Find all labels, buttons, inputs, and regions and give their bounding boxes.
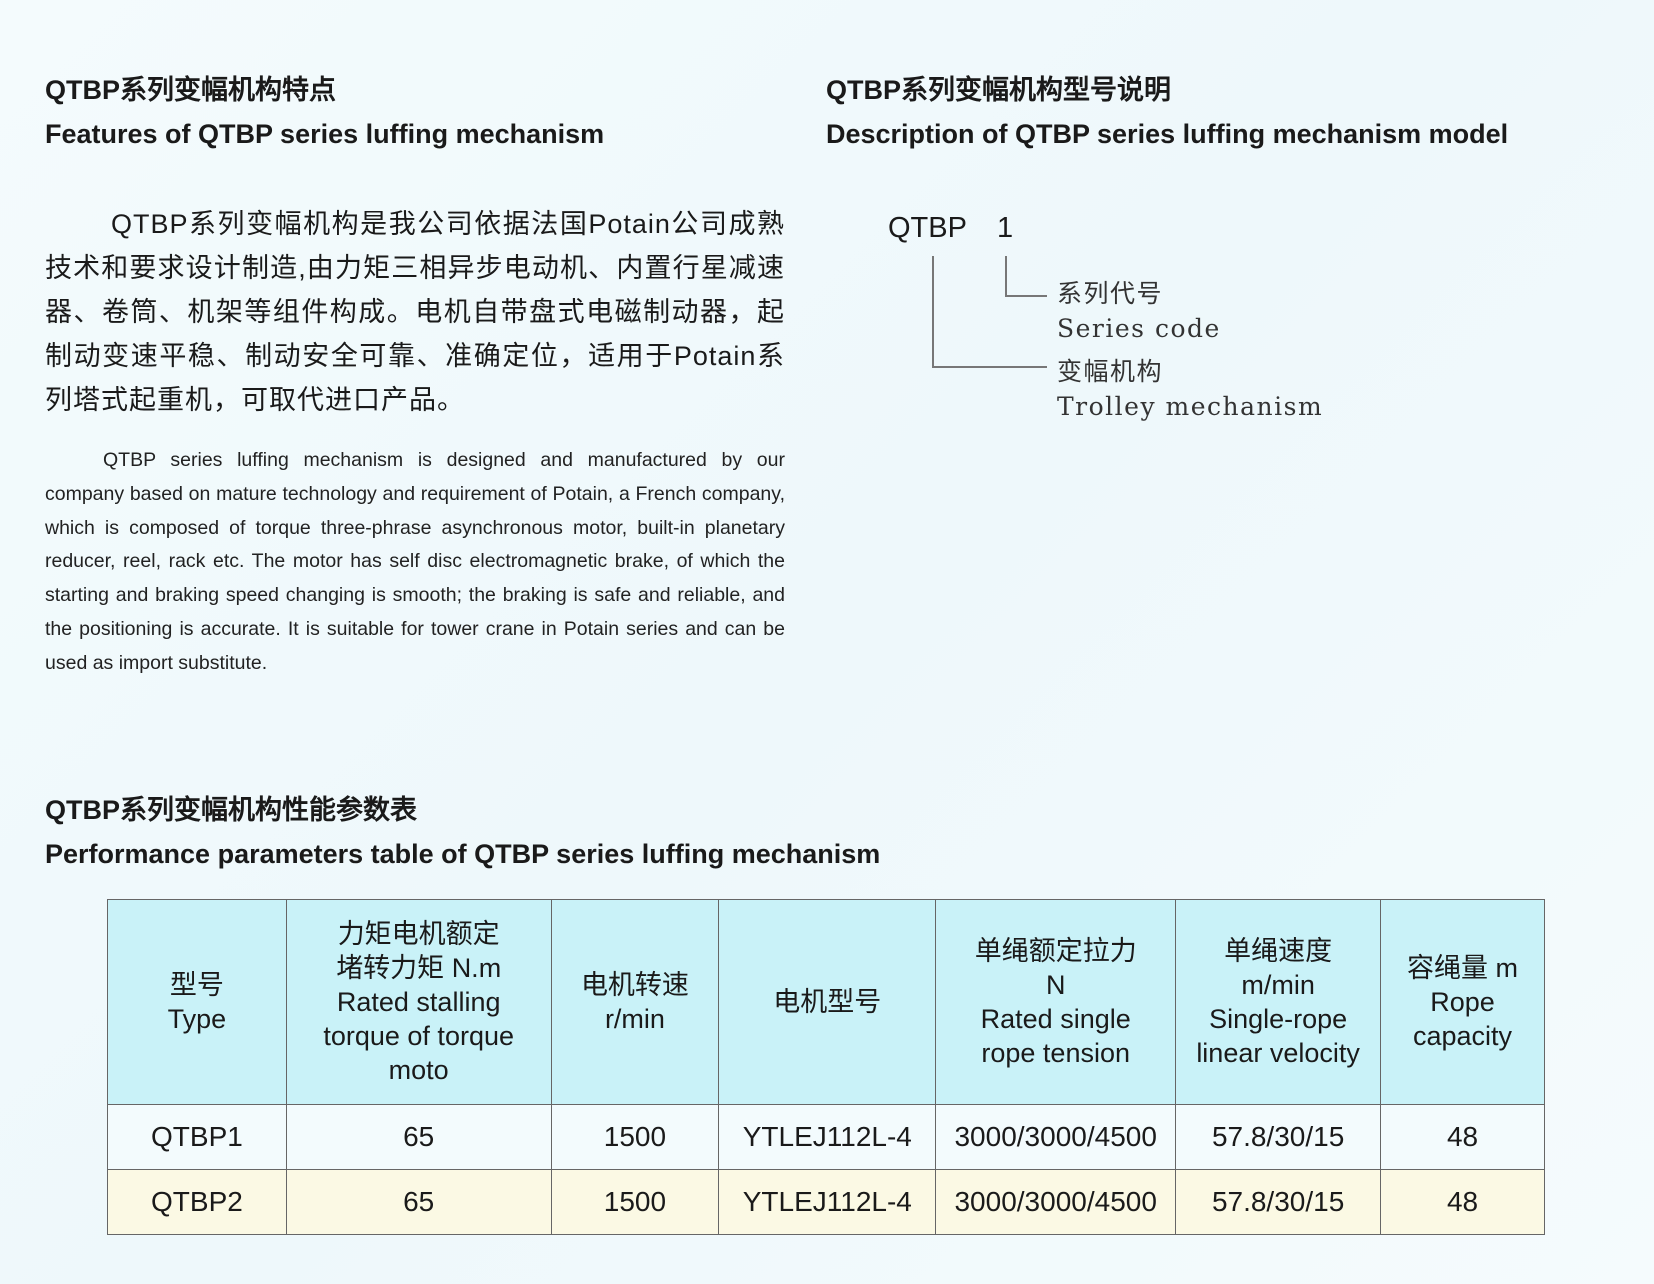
column-header: 型号 Type (107, 899, 287, 1105)
model-title-en: Description of QTBP series luffing mecha… (826, 119, 1509, 149)
code-label-cn: 系列代号 (1057, 279, 1164, 308)
table-cell: 65 (285, 1169, 552, 1235)
column-header-line: m/min (1241, 970, 1315, 1000)
column-header-line: 单绳额定拉力 (974, 936, 1137, 966)
column-header: 电机转速 r/min (550, 899, 720, 1105)
column-header-line: 力矩电机额定 (337, 919, 500, 949)
column-header-line: linear velocity (1196, 1038, 1360, 1068)
column-header-line: 电机型号 (773, 987, 882, 1017)
table-cell: 3000/3000/4500 (935, 1104, 1177, 1170)
column-header-line: 型号 (169, 970, 224, 1000)
table-cell: QTBP2 (107, 1169, 287, 1235)
prefix-label-en: Trolley mechanism (1057, 392, 1324, 421)
column-header-line: rope tension (981, 1038, 1130, 1068)
column-header-line: Type (167, 1004, 227, 1034)
column-header-line: Single-rope (1209, 1004, 1348, 1034)
features-body-cn: QTBP系列变幅机构是我公司依据法国Potain公司成熟技术和要求设计制造,由力… (45, 209, 785, 415)
column-header-line: Rated single (980, 1004, 1131, 1034)
model-code: 1 (997, 212, 1014, 244)
table-cell: 57.8/30/15 (1175, 1169, 1382, 1235)
table-cell: 57.8/30/15 (1175, 1104, 1382, 1170)
table-cell: YTLEJ112L-4 (718, 1104, 937, 1170)
connector-line (932, 256, 934, 366)
table-cell: 65 (285, 1104, 552, 1170)
column-header: 电机型号 (718, 899, 937, 1105)
table-row: QTBP2 65 1500 YTLEJ112L-4 3000/3000/4500 57.8… (107, 1169, 1545, 1235)
table-row: QTBP1 65 1500 YTLEJ112L-4 3000/3000/4500 57.8… (107, 1104, 1545, 1170)
table-cell: 1500 (550, 1104, 720, 1170)
code-label-en: Series code (1057, 314, 1221, 343)
table-cell: 3000/3000/4500 (935, 1169, 1177, 1235)
table-cell: YTLEJ112L-4 (718, 1169, 937, 1235)
features-title-cn: QTBP系列变幅机构特点 (45, 75, 337, 105)
prefix-label-cn: 变幅机构 (1057, 357, 1164, 386)
table-cell: 1500 (550, 1169, 720, 1235)
column-header: 容绳量 m Rope capacity (1380, 899, 1545, 1105)
column-header-line: Rated stalling (336, 987, 501, 1017)
connector-line (1005, 256, 1007, 296)
table-cell: QTBP1 (107, 1104, 287, 1170)
table-title-en: Performance parameters table of QTBP ser… (45, 839, 881, 869)
table-cell: 48 (1380, 1169, 1545, 1235)
column-header-line: 容绳量 m (1407, 953, 1519, 983)
connector-line (1005, 295, 1047, 297)
performance-table: 型号 Type 力矩电机额定 堵转力矩 N.m Rated stalling torque… (107, 899, 1545, 1235)
table-cell: 48 (1380, 1104, 1545, 1170)
column-header-line: r/min (604, 1004, 665, 1034)
model-title-cn: QTBP系列变幅机构型号说明 (826, 75, 1172, 105)
column-header-line: N (1045, 970, 1066, 1000)
column-header: 单绳额定拉力 N Rated single rope tension (935, 899, 1177, 1105)
column-header: 力矩电机额定 堵转力矩 N.m Rated stalling torque of to… (285, 899, 552, 1105)
connector-line (932, 366, 1047, 368)
table-title-cn: QTBP系列变幅机构性能参数表 (45, 795, 418, 825)
features-body-en: QTBP series luffing mechanism is designe… (45, 449, 785, 674)
features-title-en: Features of QTBP series luffing mechanis… (45, 119, 605, 149)
column-header-line: 电机转速 (580, 970, 689, 1000)
column-header-line: 堵转力矩 N.m (336, 953, 502, 983)
column-header: 单绳速度 m/min Single-rope linear velocity (1175, 899, 1382, 1105)
column-header-line: Rope (1430, 987, 1495, 1017)
column-header-line: torque of torque (323, 1021, 514, 1051)
table-header-row: 型号 Type 力矩电机额定 堵转力矩 N.m Rated stalling torque… (107, 899, 1545, 1105)
column-header-line: capacity (1412, 1021, 1513, 1051)
column-header-line: 单绳速度 (1224, 936, 1333, 966)
model-prefix: QTBP (888, 212, 967, 244)
column-header-line: moto (388, 1055, 449, 1085)
